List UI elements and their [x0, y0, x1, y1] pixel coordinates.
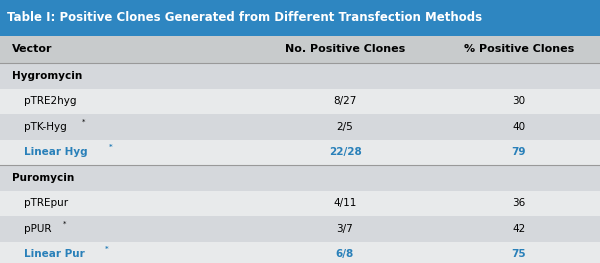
FancyBboxPatch shape — [0, 191, 600, 216]
Text: *: * — [82, 118, 86, 124]
Text: *: * — [106, 246, 109, 252]
Text: Linear Hyg: Linear Hyg — [24, 147, 88, 158]
Text: Hygromycin: Hygromycin — [12, 71, 82, 81]
Text: Puromycin: Puromycin — [12, 173, 74, 183]
Text: Vector: Vector — [12, 44, 53, 54]
Text: 2/5: 2/5 — [337, 122, 353, 132]
Text: Linear Pur: Linear Pur — [24, 249, 85, 260]
Text: *: * — [62, 220, 66, 226]
FancyBboxPatch shape — [0, 0, 600, 36]
Text: 30: 30 — [512, 96, 526, 107]
Text: 75: 75 — [512, 249, 526, 260]
Text: pTREpur: pTREpur — [24, 198, 68, 209]
Text: pPUR: pPUR — [24, 224, 52, 234]
FancyBboxPatch shape — [0, 36, 600, 63]
FancyBboxPatch shape — [0, 140, 600, 165]
Text: 4/11: 4/11 — [334, 198, 356, 209]
Text: 8/27: 8/27 — [334, 96, 356, 107]
Text: *: * — [109, 144, 113, 150]
Text: No. Positive Clones: No. Positive Clones — [285, 44, 405, 54]
Text: 79: 79 — [512, 147, 526, 158]
FancyBboxPatch shape — [0, 114, 600, 140]
Text: 22/28: 22/28 — [329, 147, 361, 158]
Text: % Positive Clones: % Positive Clones — [464, 44, 574, 54]
FancyBboxPatch shape — [0, 216, 600, 242]
FancyBboxPatch shape — [0, 165, 600, 191]
Text: pTRE2hyg: pTRE2hyg — [24, 96, 77, 107]
Text: 36: 36 — [512, 198, 526, 209]
Text: pTK-Hyg: pTK-Hyg — [24, 122, 67, 132]
Text: 42: 42 — [512, 224, 526, 234]
Text: Table I: Positive Clones Generated from Different Transfection Methods: Table I: Positive Clones Generated from … — [7, 11, 482, 24]
Text: 6/8: 6/8 — [336, 249, 354, 260]
FancyBboxPatch shape — [0, 89, 600, 114]
FancyBboxPatch shape — [0, 63, 600, 89]
Text: 3/7: 3/7 — [337, 224, 353, 234]
FancyBboxPatch shape — [0, 242, 600, 263]
Text: 40: 40 — [512, 122, 526, 132]
